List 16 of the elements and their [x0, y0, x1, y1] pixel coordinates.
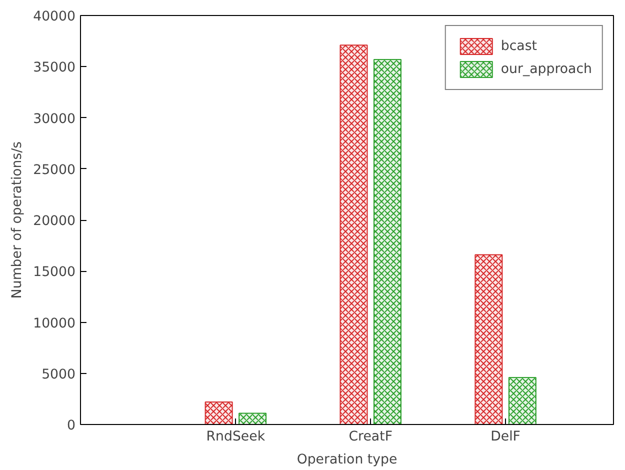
y-tick-label: 35000 — [33, 60, 76, 76]
x-tick-label: DelF — [490, 430, 520, 444]
y-tick-label: 0 — [67, 418, 76, 434]
x-tick-label: CreatF — [348, 430, 393, 444]
y-tick-label: 5000 — [42, 367, 76, 382]
y-tick-label: 10000 — [33, 316, 76, 332]
legend-label: bcast — [500, 38, 538, 54]
y-tick-label: 15000 — [33, 265, 76, 280]
y-axis-title: Number of operations/s — [10, 141, 26, 299]
x-axis-title: Operation type — [296, 452, 398, 468]
y-tick-label: 40000 — [33, 10, 76, 24]
y-tick-label: 25000 — [33, 162, 76, 178]
y-tick-label: 20000 — [33, 214, 76, 229]
x-tick-label: RndSeek — [206, 430, 266, 444]
legend-label: our_approach — [500, 62, 592, 76]
y-tick-label: 30000 — [33, 112, 76, 127]
